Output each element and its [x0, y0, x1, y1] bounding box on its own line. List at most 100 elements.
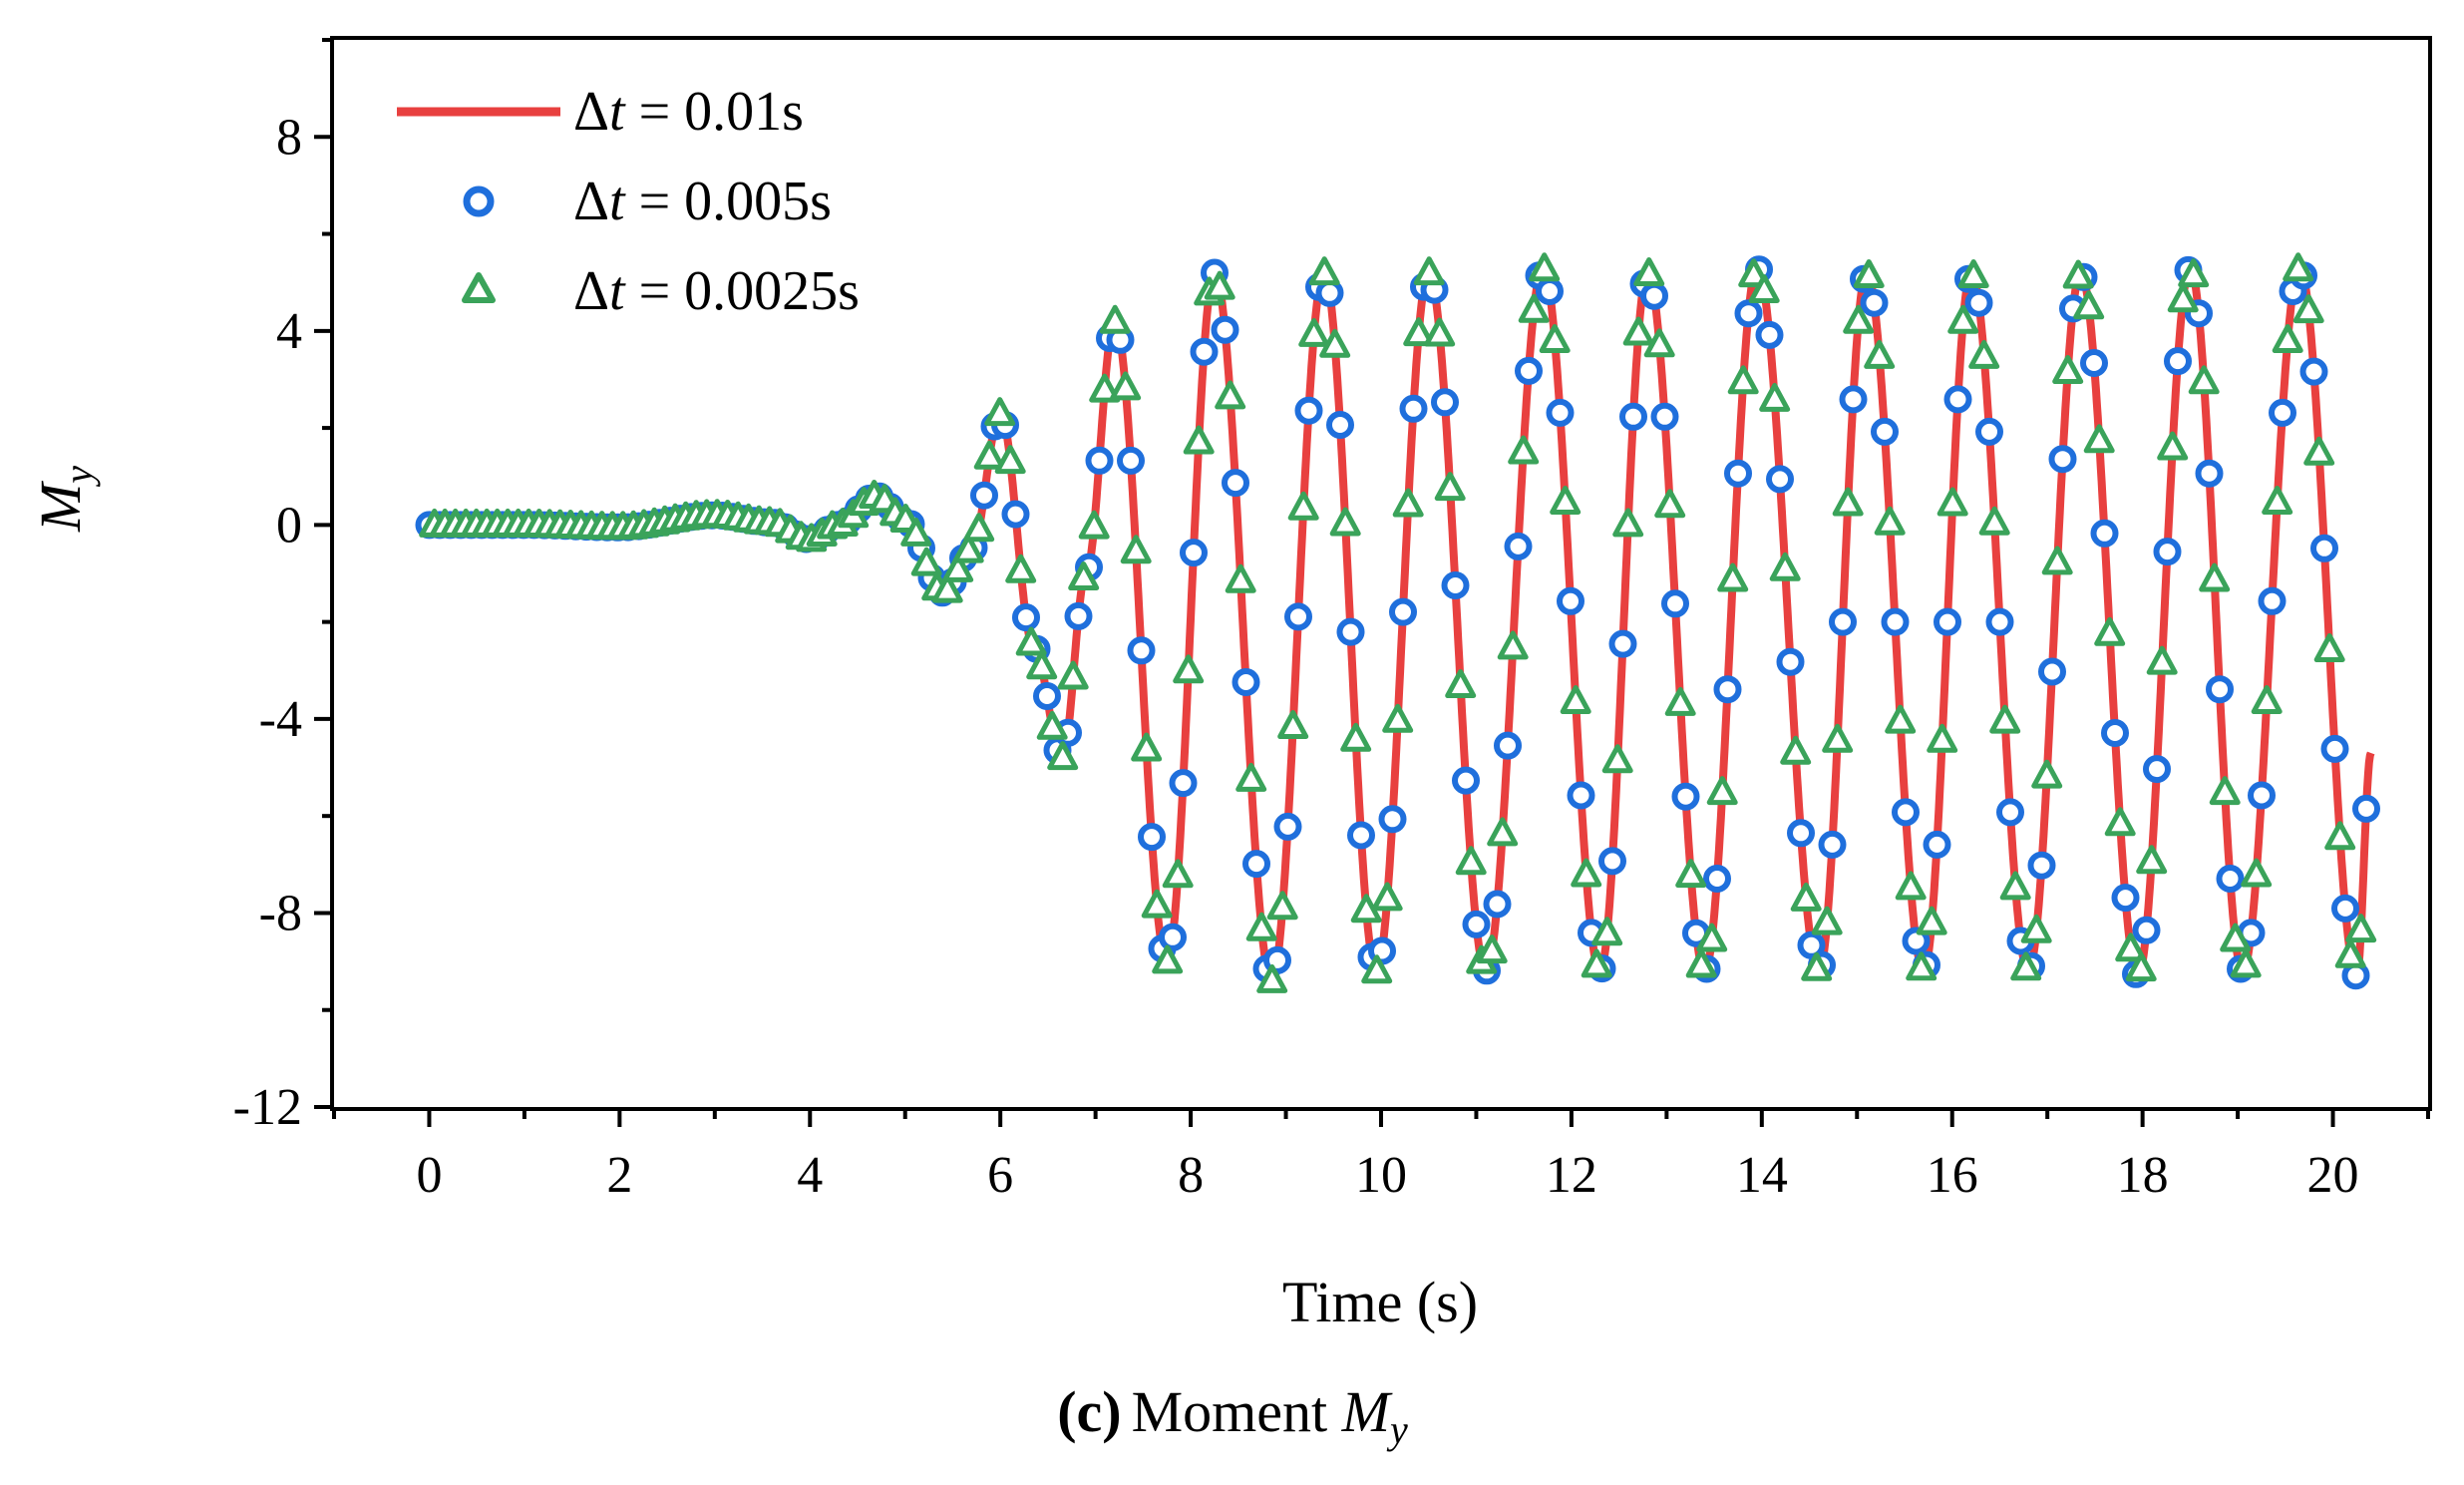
- circle-marker: [2164, 347, 2192, 376]
- triangle-marker: [2334, 938, 2366, 968]
- legend-var: t: [609, 260, 626, 322]
- circle-marker: [1650, 402, 1679, 431]
- triangle-marker: [1518, 293, 1550, 323]
- circle-marker: [1138, 823, 1166, 852]
- triangle-marker: [1978, 506, 2010, 536]
- circle-marker: [2206, 675, 2234, 704]
- circle-marker: [2132, 916, 2161, 944]
- triangle-marker: [1298, 317, 1330, 347]
- triangle-marker: [1120, 535, 1152, 564]
- circle-marker: [1734, 299, 1763, 328]
- circle-marker: [1829, 607, 1857, 636]
- triangle-marker: [2272, 324, 2303, 353]
- circle-marker: [2331, 894, 2359, 923]
- triangle-marker: [2209, 776, 2241, 806]
- circle-marker: [1127, 636, 1156, 665]
- circle-marker: [1336, 617, 1365, 646]
- circle-marker: [1536, 277, 1564, 305]
- triangle-marker: [1089, 373, 1121, 403]
- legend-triangle-swatch: [462, 272, 496, 303]
- triangle-marker: [1162, 859, 1194, 889]
- x-tick-label: 8: [1178, 1147, 1204, 1204]
- triangle-marker: [1685, 948, 1717, 978]
- triangle-marker: [1487, 817, 1519, 847]
- circle-marker: [1713, 675, 1742, 704]
- x-tick-label: 12: [1546, 1147, 1597, 1204]
- circle-marker: [2269, 398, 2296, 427]
- triangle-marker: [2262, 486, 2293, 515]
- triangle-marker: [2167, 283, 2199, 313]
- triangle-marker: [1005, 554, 1037, 583]
- triangle-marker: [1727, 365, 1759, 395]
- triangle-marker: [2324, 821, 2356, 851]
- circle-marker: [2027, 851, 2056, 880]
- triangle-marker: [1173, 654, 1205, 684]
- triangle-marker: [1266, 891, 1298, 921]
- x-tick-label: 16: [1927, 1147, 1978, 1204]
- circle-marker: [1232, 668, 1260, 696]
- caption-label: (c): [1057, 1379, 1121, 1444]
- triangle-marker: [1654, 489, 1686, 519]
- triangle-marker: [1801, 951, 1833, 981]
- circle-marker: [1326, 411, 1354, 439]
- circle-marker: [1996, 798, 2024, 827]
- svg-text:Δt = 0.005s: Δt = 0.005s: [573, 171, 832, 232]
- circle-marker: [1431, 388, 1459, 417]
- triangle-marker: [1183, 425, 1215, 455]
- triangle-marker: [1550, 486, 1582, 515]
- triangle-marker: [2052, 355, 2084, 384]
- triangle-marker: [2073, 290, 2105, 320]
- triangle-marker: [2303, 436, 2335, 466]
- circle-marker: [1222, 469, 1249, 498]
- circle-marker: [2258, 586, 2287, 615]
- triangle-marker: [1424, 317, 1456, 347]
- circle-marker: [970, 481, 998, 510]
- circle-marker: [1985, 607, 2014, 636]
- triangle-marker: [2031, 759, 2063, 789]
- svg-text:Δt = 0.01s: Δt = 0.01s: [573, 81, 804, 143]
- circle-marker: [2038, 657, 2066, 686]
- triangle-marker: [973, 440, 1005, 470]
- triangle-marker: [1769, 552, 1801, 581]
- triangle-marker: [1864, 339, 1896, 369]
- circle-marker: [1012, 603, 1040, 632]
- circle-marker: [1159, 923, 1187, 951]
- triangle-marker: [1832, 487, 1864, 517]
- triangle-marker: [2146, 645, 2178, 675]
- triangle-marker: [1434, 472, 1466, 502]
- circle-marker: [2048, 445, 2077, 474]
- circle-marker: [2310, 534, 2338, 562]
- triangle-marker: [1152, 944, 1184, 974]
- x-tick-label: 20: [2307, 1147, 2359, 1204]
- circle-marker: [1462, 910, 1491, 938]
- legend-circle-swatch: [463, 186, 495, 217]
- triangle-marker: [2020, 914, 2052, 943]
- triangle-marker: [1717, 562, 1749, 592]
- triangle-marker: [1790, 882, 1822, 912]
- y-tick-label: -12: [233, 1079, 302, 1136]
- y-axis-title: My: [28, 466, 101, 533]
- triangle-marker: [1204, 270, 1235, 300]
- triangle-marker: [1759, 382, 1791, 412]
- triangle-marker: [1131, 732, 1163, 762]
- circle-marker: [1943, 385, 1972, 414]
- circle-marker: [1766, 465, 1794, 494]
- series-circles-dt-0.005: [415, 255, 2380, 990]
- triangle-marker: [1340, 722, 1372, 752]
- triangle-marker: [952, 534, 984, 563]
- legend-delta: Δ: [573, 171, 609, 232]
- y-tick-label: -4: [259, 691, 302, 748]
- triangle-marker: [2241, 858, 2273, 888]
- y-axis-title-sub: y: [56, 466, 101, 488]
- triangle-marker: [1078, 510, 1110, 540]
- legend-item-series-2: Δt = 0.005s: [463, 171, 832, 232]
- x-tick-label: 6: [987, 1147, 1013, 1204]
- circle-marker: [1567, 781, 1595, 810]
- triangle-marker: [1068, 561, 1100, 590]
- triangle-marker: [1445, 669, 1477, 698]
- triangle-marker: [984, 397, 1016, 427]
- triangle-marker: [1947, 304, 1979, 334]
- triangle-marker: [1968, 339, 2000, 369]
- triangle-marker: [2188, 365, 2220, 395]
